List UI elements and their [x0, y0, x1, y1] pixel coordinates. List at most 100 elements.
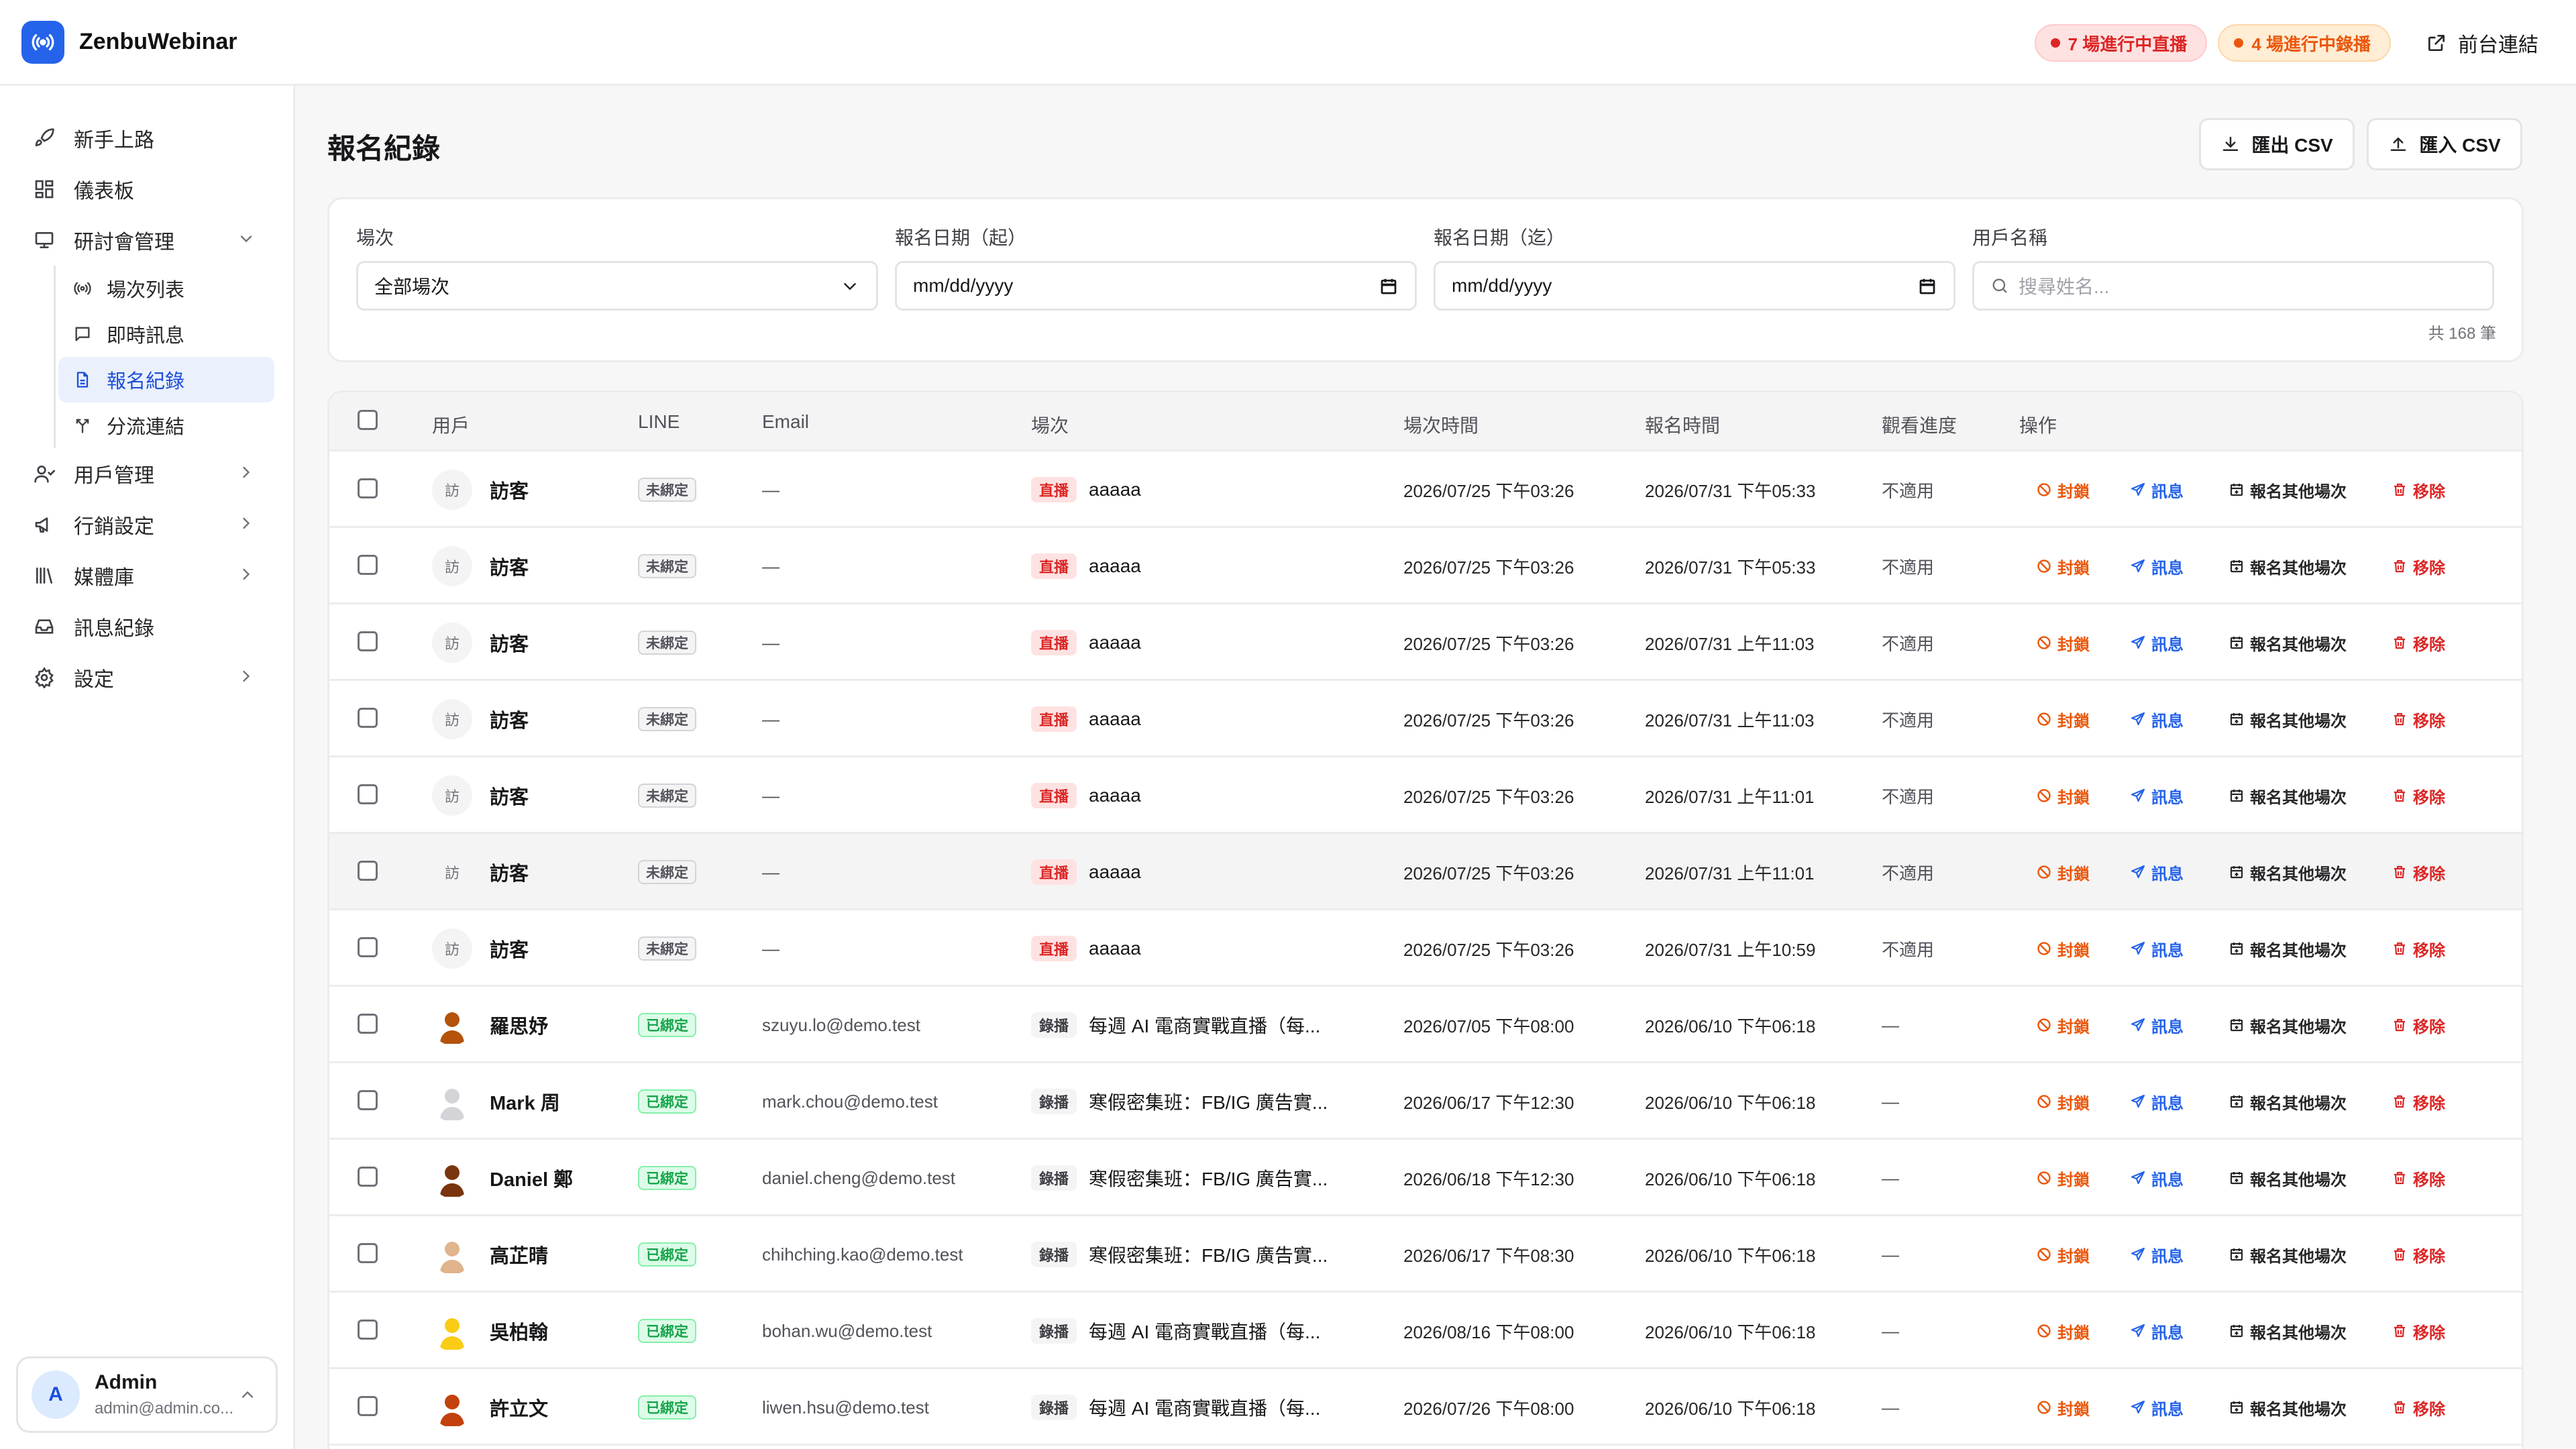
row-checkbox[interactable]	[358, 555, 378, 575]
row-checkbox[interactable]	[358, 1167, 378, 1187]
remove-button[interactable]: 移除	[2392, 1140, 2445, 1216]
table-row[interactable]: 訪訪客 未綁定 — 直播 aaaaa 2026/07/25 下午03:26 2026/07/…	[329, 528, 2522, 604]
sidebar-item-user-management[interactable]: 用戶管理	[0, 448, 293, 499]
table-row[interactable]: 訪訪客 未綁定 — 直播 aaaaa 2026/07/25 下午03:26 2026/07/…	[329, 604, 2522, 681]
message-button[interactable]: 訊息	[2130, 1063, 2184, 1140]
register-other-session-button[interactable]: 報名其他場次	[2229, 681, 2347, 757]
register-other-session-button[interactable]: 報名其他場次	[2229, 1369, 2347, 1446]
session-select[interactable]: 全部場次	[356, 261, 878, 311]
row-checkbox[interactable]	[358, 861, 378, 881]
remove-button[interactable]: 移除	[2392, 1369, 2445, 1446]
sidebar-item-dashboard[interactable]: 儀表板	[0, 164, 293, 215]
ban-button[interactable]: 封鎖	[2036, 757, 2090, 834]
message-button[interactable]: 訊息	[2130, 681, 2184, 757]
remove-button[interactable]: 移除	[2392, 681, 2445, 757]
row-checkbox[interactable]	[358, 1243, 378, 1263]
message-button[interactable]: 訊息	[2130, 451, 2184, 528]
remove-button[interactable]: 移除	[2392, 451, 2445, 528]
front-link[interactable]: 前台連結	[2426, 28, 2538, 58]
select-all-checkbox[interactable]	[358, 410, 378, 430]
remove-button[interactable]: 移除	[2392, 1063, 2445, 1140]
ban-button[interactable]: 封鎖	[2036, 1293, 2090, 1369]
message-button[interactable]: 訊息	[2130, 1369, 2184, 1446]
ban-button[interactable]: 封鎖	[2036, 604, 2090, 681]
row-checkbox[interactable]	[358, 784, 378, 804]
row-checkbox[interactable]	[358, 1396, 378, 1416]
brand[interactable]: ZenbuWebinar	[0, 20, 295, 64]
ban-button[interactable]: 封鎖	[2036, 834, 2090, 910]
table-row[interactable]: 羅思妤 已綁定 szuyu.lo@demo.test 錄播 每週 AI 電商實戰直播（每…	[329, 987, 2522, 1063]
live-sessions-badge[interactable]: 7 場進行中直播	[2034, 24, 2208, 62]
remove-button[interactable]: 移除	[2392, 1216, 2445, 1293]
table-row[interactable]: 訪訪客 未綁定 — 直播 aaaaa 2026/07/25 下午03:26 2026/07/…	[329, 910, 2522, 987]
date-from-input[interactable]: mm/dd/yyyy	[895, 261, 1417, 311]
date-to-input[interactable]: mm/dd/yyyy	[1434, 261, 1955, 311]
remove-button[interactable]: 移除	[2392, 1293, 2445, 1369]
table-row[interactable]: 訪訪客 未綁定 — 直播 aaaaa 2026/07/25 下午03:26 2026/07/…	[329, 757, 2522, 834]
remove-button[interactable]: 移除	[2392, 604, 2445, 681]
message-button[interactable]: 訊息	[2130, 757, 2184, 834]
table-row[interactable]: 訪訪客 未綁定 — 直播 aaaaa 2026/07/25 下午03:26 2026/07/…	[329, 681, 2522, 757]
message-button[interactable]: 訊息	[2130, 834, 2184, 910]
message-button[interactable]: 訊息	[2130, 528, 2184, 604]
row-checkbox[interactable]	[358, 937, 378, 957]
ban-button[interactable]: 封鎖	[2036, 528, 2090, 604]
recorded-sessions-badge[interactable]: 4 場進行中錄播	[2218, 24, 2391, 62]
row-checkbox[interactable]	[358, 1014, 378, 1034]
ban-button[interactable]: 封鎖	[2036, 910, 2090, 987]
ban-button[interactable]: 封鎖	[2036, 681, 2090, 757]
user-search-input[interactable]: 搜尋姓名...	[1972, 261, 2494, 311]
message-button[interactable]: 訊息	[2130, 987, 2184, 1063]
register-other-session-button[interactable]: 報名其他場次	[2229, 834, 2347, 910]
message-button[interactable]: 訊息	[2130, 1216, 2184, 1293]
table-row[interactable]: 訪訪客 未綁定 — 直播 aaaaa 2026/07/25 下午03:26 2026/07/…	[329, 451, 2522, 528]
row-checkbox[interactable]	[358, 1090, 378, 1110]
sidebar-subitem-split-links[interactable]: 分流連結	[58, 402, 274, 448]
message-button[interactable]: 訊息	[2130, 1293, 2184, 1369]
sidebar-item-getting-started[interactable]: 新手上路	[0, 113, 293, 164]
ban-button[interactable]: 封鎖	[2036, 451, 2090, 528]
message-button[interactable]: 訊息	[2130, 910, 2184, 987]
sidebar-item-media-library[interactable]: 媒體庫	[0, 550, 293, 601]
sidebar-item-webinar-management[interactable]: 研討會管理	[0, 215, 293, 266]
sidebar-item-settings[interactable]: 設定	[0, 652, 293, 703]
ban-button[interactable]: 封鎖	[2036, 1369, 2090, 1446]
message-button[interactable]: 訊息	[2130, 604, 2184, 681]
sidebar-subitem-registrations[interactable]: 報名紀錄	[58, 357, 274, 402]
sidebar-subitem-live-chat[interactable]: 即時訊息	[58, 311, 274, 357]
register-other-session-button[interactable]: 報名其他場次	[2229, 1293, 2347, 1369]
register-other-session-button[interactable]: 報名其他場次	[2229, 528, 2347, 604]
row-checkbox[interactable]	[358, 1320, 378, 1340]
remove-button[interactable]: 移除	[2392, 987, 2445, 1063]
row-checkbox[interactable]	[358, 478, 378, 498]
register-other-session-button[interactable]: 報名其他場次	[2229, 1216, 2347, 1293]
ban-button[interactable]: 封鎖	[2036, 1216, 2090, 1293]
register-other-session-button[interactable]: 報名其他場次	[2229, 451, 2347, 528]
import-csv-button[interactable]: 匯入 CSV	[2367, 118, 2522, 170]
remove-button[interactable]: 移除	[2392, 910, 2445, 987]
row-checkbox[interactable]	[358, 631, 378, 651]
remove-button[interactable]: 移除	[2392, 528, 2445, 604]
table-row[interactable]: Mark 周 已綁定 mark.chou@demo.test 錄播 寒假密集班：FB/I…	[329, 1063, 2522, 1140]
sidebar-subitem-session-list[interactable]: 場次列表	[58, 266, 274, 311]
export-csv-button[interactable]: 匯出 CSV	[2199, 118, 2355, 170]
row-checkbox[interactable]	[358, 708, 378, 728]
register-other-session-button[interactable]: 報名其他場次	[2229, 1063, 2347, 1140]
register-other-session-button[interactable]: 報名其他場次	[2229, 757, 2347, 834]
remove-button[interactable]: 移除	[2392, 757, 2445, 834]
ban-button[interactable]: 封鎖	[2036, 987, 2090, 1063]
account-menu[interactable]: A Admin admin@admin.co...	[16, 1356, 278, 1433]
message-button[interactable]: 訊息	[2130, 1140, 2184, 1216]
register-other-session-button[interactable]: 報名其他場次	[2229, 987, 2347, 1063]
ban-button[interactable]: 封鎖	[2036, 1063, 2090, 1140]
remove-button[interactable]: 移除	[2392, 834, 2445, 910]
table-row[interactable]: 訪訪客 未綁定 — 直播 aaaaa 2026/07/25 下午03:26 2026/07/…	[329, 834, 2522, 910]
ban-button[interactable]: 封鎖	[2036, 1140, 2090, 1216]
register-other-session-button[interactable]: 報名其他場次	[2229, 1140, 2347, 1216]
table-row[interactable]: Daniel 鄭 已綁定 daniel.cheng@demo.test 錄播 寒假密集班…	[329, 1140, 2522, 1216]
table-row[interactable]: 許立文 已綁定 liwen.hsu@demo.test 錄播 每週 AI 電商實戰直播（…	[329, 1369, 2522, 1446]
register-other-session-button[interactable]: 報名其他場次	[2229, 604, 2347, 681]
register-other-session-button[interactable]: 報名其他場次	[2229, 910, 2347, 987]
table-row[interactable]: 吳柏翰 已綁定 bohan.wu@demo.test 錄播 每週 AI 電商實戰直播（每…	[329, 1293, 2522, 1369]
sidebar-item-marketing[interactable]: 行銷設定	[0, 499, 293, 550]
